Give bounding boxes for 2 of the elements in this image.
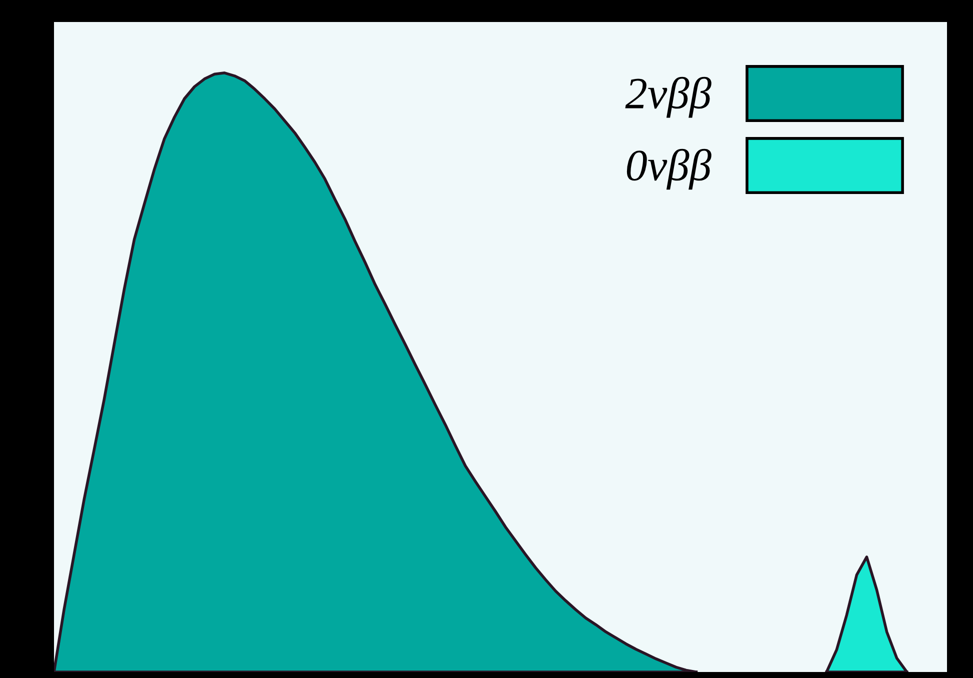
legend-label: 0νββ — [626, 148, 712, 190]
legend-label: 2νββ — [625, 76, 712, 118]
